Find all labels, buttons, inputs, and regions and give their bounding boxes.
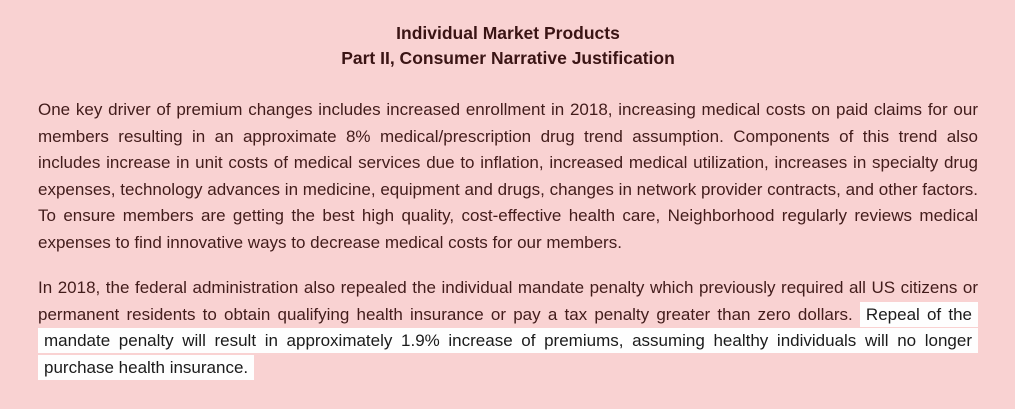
mandate-repeal-text: In 2018, the federal administration also…	[38, 278, 978, 324]
paragraph-premium-drivers: One key driver of premium changes includ…	[38, 100, 978, 252]
document-title: Individual Market Products Part II, Cons…	[38, 21, 978, 71]
title-line-2: Part II, Consumer Narrative Justificatio…	[341, 48, 675, 68]
title-line-1: Individual Market Products	[396, 23, 620, 43]
paragraph-mandate-repeal: In 2018, the federal administration also…	[38, 275, 978, 381]
